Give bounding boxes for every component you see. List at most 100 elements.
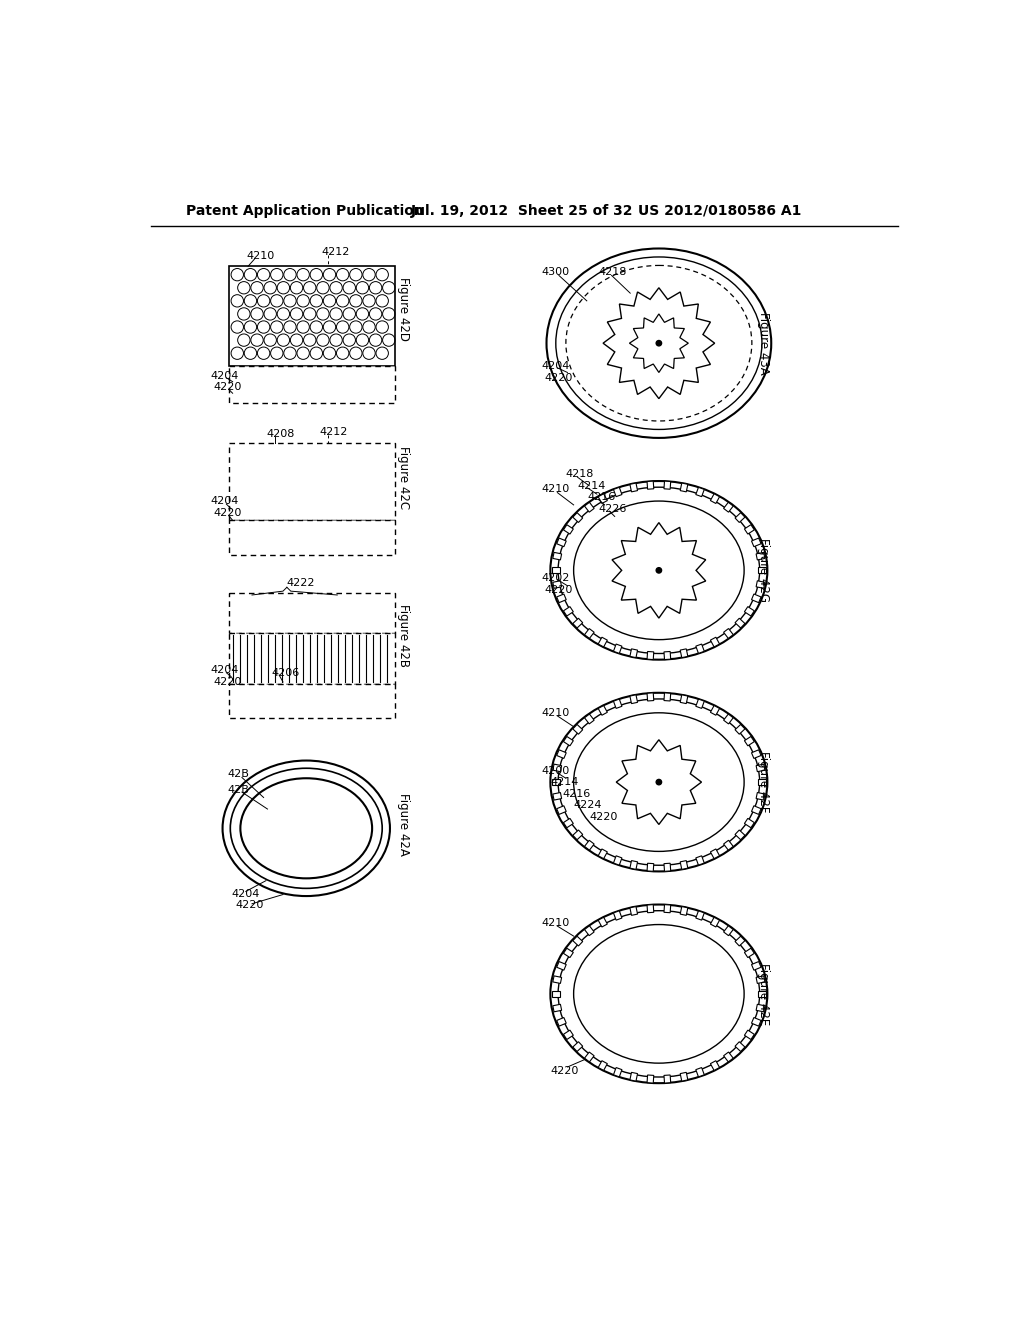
Polygon shape [572,618,583,628]
Polygon shape [756,975,765,983]
Text: 4224: 4224 [573,800,602,810]
Text: 4210: 4210 [541,917,569,928]
Polygon shape [744,607,755,616]
Polygon shape [724,1052,733,1061]
Polygon shape [613,855,622,865]
Polygon shape [724,841,733,850]
Polygon shape [585,1052,594,1061]
Polygon shape [758,991,766,997]
Polygon shape [744,525,755,535]
Text: 4220: 4220 [234,900,263,911]
Polygon shape [630,907,638,915]
Text: Figure 42A: Figure 42A [396,793,410,855]
Text: 4212: 4212 [322,247,350,257]
Text: 4212: 4212 [319,426,348,437]
Polygon shape [585,925,594,936]
Polygon shape [752,539,761,546]
Text: 4220: 4220 [213,677,242,686]
Polygon shape [598,917,607,927]
Polygon shape [563,607,573,616]
Polygon shape [680,694,688,704]
Text: 4218: 4218 [566,469,594,479]
Polygon shape [563,818,573,828]
Polygon shape [613,644,622,653]
Text: 4220: 4220 [213,381,242,392]
Polygon shape [598,494,607,503]
Polygon shape [613,487,622,496]
Polygon shape [735,936,744,946]
Polygon shape [585,714,594,723]
Text: Figure 42D: Figure 42D [396,277,410,341]
Polygon shape [724,925,733,936]
Polygon shape [553,764,561,772]
Polygon shape [647,652,653,660]
Text: Figure 42F: Figure 42F [757,751,770,813]
Text: 42B: 42B [227,770,249,779]
Polygon shape [756,1005,765,1012]
Polygon shape [630,483,638,492]
Polygon shape [647,904,653,912]
Bar [228,594,395,634]
Circle shape [656,341,662,346]
Polygon shape [585,503,594,512]
Polygon shape [552,568,560,573]
Polygon shape [756,764,765,772]
Text: 4222: 4222 [287,578,315,589]
Polygon shape [744,948,755,957]
Text: 4220: 4220 [550,1065,579,1076]
Text: Figure 42G: Figure 42G [757,539,770,602]
Text: 4208: 4208 [266,429,294,440]
Circle shape [656,568,662,573]
Polygon shape [744,1030,755,1039]
Polygon shape [752,1018,761,1026]
Polygon shape [585,628,594,639]
Bar [228,267,395,367]
Text: 4204: 4204 [541,362,569,371]
Polygon shape [758,568,766,573]
Polygon shape [752,750,761,759]
Text: 4210: 4210 [541,708,569,718]
Polygon shape [598,1061,607,1071]
Polygon shape [696,644,705,653]
Text: Figure 42E: Figure 42E [757,962,770,1024]
Text: Figure 42B: Figure 42B [396,605,410,668]
Polygon shape [664,652,671,660]
Text: 4206: 4206 [271,668,300,677]
Bar [228,444,395,520]
Polygon shape [572,1041,583,1052]
Polygon shape [711,917,720,927]
Polygon shape [553,792,561,800]
Polygon shape [563,948,573,957]
Text: 4214: 4214 [578,480,606,491]
Polygon shape [664,693,671,701]
Polygon shape [756,581,765,589]
Polygon shape [711,638,720,647]
Text: 4214: 4214 [550,777,579,787]
Text: 4216: 4216 [562,788,590,799]
Polygon shape [680,861,688,870]
Text: 4218: 4218 [598,268,627,277]
Polygon shape [613,1068,622,1077]
Text: 4220: 4220 [589,812,617,822]
Polygon shape [711,849,720,859]
Polygon shape [711,494,720,503]
Polygon shape [696,911,705,920]
Text: 4210: 4210 [247,251,274,261]
Polygon shape [696,700,705,709]
Polygon shape [572,830,583,840]
Polygon shape [557,805,566,814]
Polygon shape [680,1072,688,1081]
Polygon shape [563,737,573,746]
Bar [228,684,395,718]
Bar [228,634,395,684]
Polygon shape [664,863,671,871]
Polygon shape [696,855,705,865]
Text: 4202: 4202 [541,573,569,583]
Text: Figure 43A: Figure 43A [757,312,770,375]
Text: 4204: 4204 [210,665,239,676]
Polygon shape [724,503,733,512]
Polygon shape [735,618,744,628]
Polygon shape [598,705,607,715]
Polygon shape [616,739,701,825]
Polygon shape [552,779,560,785]
